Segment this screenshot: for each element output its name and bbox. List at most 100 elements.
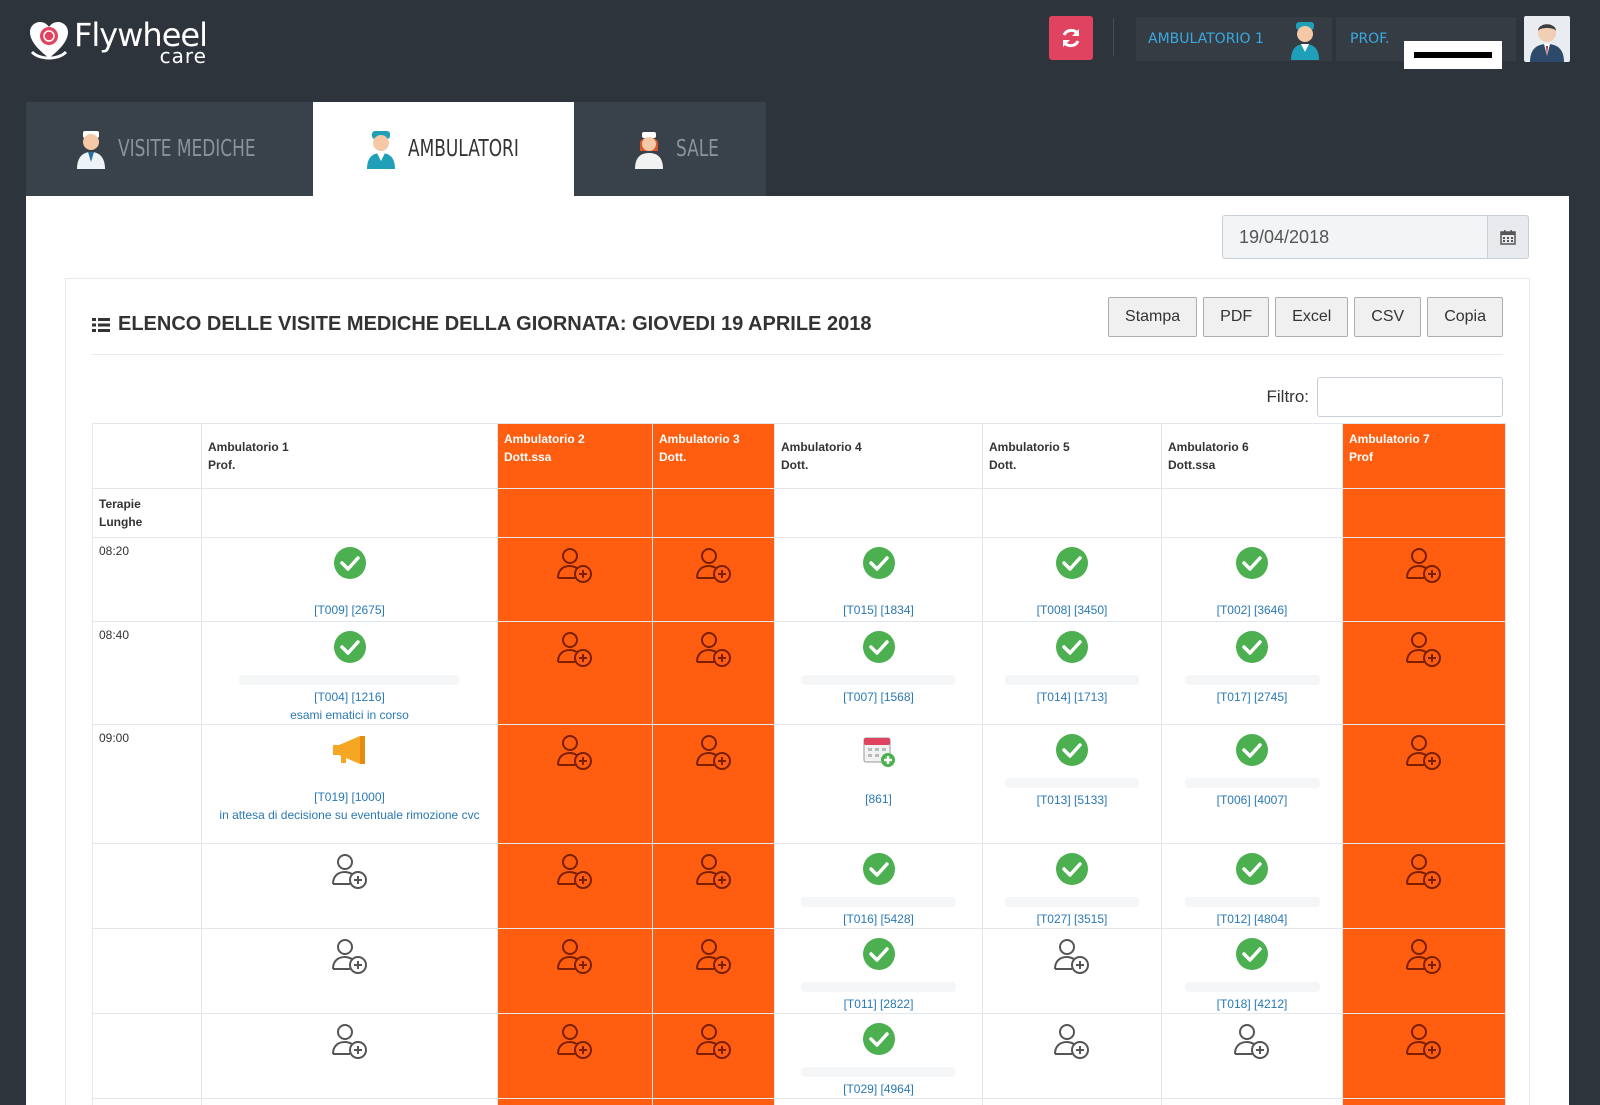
slot-cell[interactable]: [T002] [3646]: [1161, 537, 1343, 622]
slot-cell[interactable]: [T014] [1713]: [982, 621, 1162, 725]
pdf-button[interactable]: PDF: [1203, 297, 1270, 337]
column-header[interactable]: Ambulatorio 6 Dott.ssa: [1161, 423, 1343, 489]
slot-cell[interactable]: [652, 621, 775, 725]
column-header[interactable]: Ambulatorio 1 Prof.: [201, 423, 498, 489]
excel-button[interactable]: Excel: [1275, 297, 1349, 337]
slot-cell[interactable]: [497, 1098, 653, 1105]
slot-cell[interactable]: [T019] [1000] in attesa di decisione su e…: [201, 724, 498, 844]
slot-cell[interactable]: [497, 537, 653, 622]
slot-cell[interactable]: [1342, 843, 1506, 929]
slot-cell[interactable]: [652, 928, 775, 1014]
terapie-cell[interactable]: [201, 488, 498, 538]
slot-cell[interactable]: [T029] [4964]: [774, 1013, 983, 1099]
slot-cell[interactable]: [201, 1098, 498, 1105]
slot-cell[interactable]: [982, 1098, 1162, 1105]
slot-cell[interactable]: [861]: [774, 724, 983, 844]
slot-cell[interactable]: [1342, 621, 1506, 725]
slot-cell[interactable]: [T013] [5133]: [982, 724, 1162, 844]
slot-cell[interactable]: [497, 843, 653, 929]
tab-ambulatori[interactable]: AMBULATORI: [313, 102, 574, 196]
terapie-cell[interactable]: [774, 488, 983, 538]
slot-cell[interactable]: [1161, 1098, 1343, 1105]
nurse-icon: [634, 132, 663, 169]
brand-logo[interactable]: Flywheel care: [26, 18, 208, 68]
column-header[interactable]: Ambulatorio 5 Dott.: [982, 423, 1162, 489]
slot-cell[interactable]: [1342, 724, 1506, 844]
slot-cell[interactable]: [774, 1098, 983, 1105]
visit-code[interactable]: [T029] [4964]: [843, 1082, 914, 1096]
slot-cell[interactable]: [1342, 928, 1506, 1014]
slot-cell[interactable]: [497, 621, 653, 725]
column-header[interactable]: Ambulatorio 7 Prof: [1342, 423, 1506, 489]
calendar-button[interactable]: [1487, 215, 1529, 259]
terapie-cell[interactable]: [1342, 488, 1506, 538]
slot-cell[interactable]: [1161, 1013, 1343, 1099]
slot-cell[interactable]: [T009] [2675]: [201, 537, 498, 622]
visit-code[interactable]: [T012] [4804]: [1216, 912, 1288, 926]
visit-code[interactable]: [T004] [1216]: [314, 690, 385, 704]
slot-cell[interactable]: [652, 1098, 775, 1105]
column-header[interactable]: Ambulatorio 3 Dott.: [652, 423, 775, 489]
visit-code[interactable]: [T016] [5428]: [843, 912, 914, 926]
visit-code[interactable]: [T013] [5133]: [1036, 793, 1108, 807]
slot-cell[interactable]: [497, 724, 653, 844]
slot-cell[interactable]: [T008] [3450]: [982, 537, 1162, 622]
terapie-cell[interactable]: [497, 488, 653, 538]
slot-cell[interactable]: [982, 928, 1162, 1014]
slot-cell[interactable]: [T015] [1834]: [774, 537, 983, 622]
terapie-cell[interactable]: [982, 488, 1162, 538]
slot-cell[interactable]: [T027] [3515]: [982, 843, 1162, 929]
add-user-icon: [331, 1024, 367, 1059]
csv-button[interactable]: CSV: [1354, 297, 1422, 337]
visit-code[interactable]: [T019] [1000]: [314, 790, 385, 804]
visit-code[interactable]: [T006] [4007]: [1216, 793, 1288, 807]
tab-sale[interactable]: SALE: [574, 102, 766, 196]
slot-cell[interactable]: [652, 843, 775, 929]
slot-cell[interactable]: [T007] [1568]: [774, 621, 983, 725]
slot-cell[interactable]: [201, 1013, 498, 1099]
slot-cell[interactable]: [T017] [2745]: [1161, 621, 1343, 725]
doctor-title: Prof.: [208, 458, 236, 472]
slot-cell[interactable]: [652, 724, 775, 844]
slot-cell[interactable]: [T011] [2822]: [774, 928, 983, 1014]
current-ambulatorio[interactable]: AMBULATORIO 1: [1136, 17, 1332, 61]
slot-cell[interactable]: [497, 928, 653, 1014]
slot-cell[interactable]: [T006] [4007]: [1161, 724, 1343, 844]
visit-code[interactable]: [T014] [1713]: [1036, 690, 1108, 704]
visit-code[interactable]: [T027] [3515]: [1036, 912, 1108, 926]
slot-cell[interactable]: [201, 843, 498, 929]
print-button[interactable]: Stampa: [1108, 297, 1198, 337]
add-user-icon: [1406, 1024, 1441, 1059]
terapie-cell[interactable]: [652, 488, 775, 538]
copy-button[interactable]: Copia: [1427, 297, 1503, 337]
date-input[interactable]: [1222, 215, 1487, 259]
visit-code[interactable]: [T015] [1834]: [843, 603, 914, 617]
filter-input[interactable]: [1317, 377, 1503, 417]
terapie-cell[interactable]: [1161, 488, 1343, 538]
slot-cell[interactable]: [652, 537, 775, 622]
user-avatar[interactable]: [1524, 16, 1570, 62]
visit-code[interactable]: [T007] [1568]: [843, 690, 914, 704]
slot-cell[interactable]: [982, 1013, 1162, 1099]
visit-code[interactable]: [T002] [3646]: [1216, 603, 1288, 617]
slot-cell[interactable]: [1342, 1013, 1506, 1099]
visit-code[interactable]: [T008] [3450]: [1036, 603, 1108, 617]
visit-code[interactable]: [861]: [865, 792, 892, 806]
slot-cell[interactable]: [T016] [5428]: [774, 843, 983, 929]
tab-visite-mediche[interactable]: VISITE MEDICHE: [26, 102, 313, 196]
column-header[interactable]: Ambulatorio 2 Dott.ssa: [497, 423, 653, 489]
refresh-button[interactable]: [1049, 16, 1093, 60]
column-header[interactable]: Ambulatorio 4 Dott.: [774, 423, 983, 489]
slot-cell[interactable]: [652, 1013, 775, 1099]
visit-code[interactable]: [T009] [2675]: [314, 603, 385, 617]
slot-cell[interactable]: [1342, 537, 1506, 622]
slot-cell[interactable]: [T012] [4804]: [1161, 843, 1343, 929]
slot-cell[interactable]: [T018] [4212]: [1161, 928, 1343, 1014]
slot-cell[interactable]: [497, 1013, 653, 1099]
slot-cell[interactable]: [1342, 1098, 1506, 1105]
slot-cell[interactable]: [T004] [1216] esami ematici in corso: [201, 621, 498, 725]
slot-cell[interactable]: [201, 928, 498, 1014]
visit-code[interactable]: [T017] [2745]: [1216, 690, 1288, 704]
visit-code[interactable]: [T011] [2822]: [843, 997, 914, 1011]
visit-code[interactable]: [T018] [4212]: [1216, 997, 1288, 1011]
